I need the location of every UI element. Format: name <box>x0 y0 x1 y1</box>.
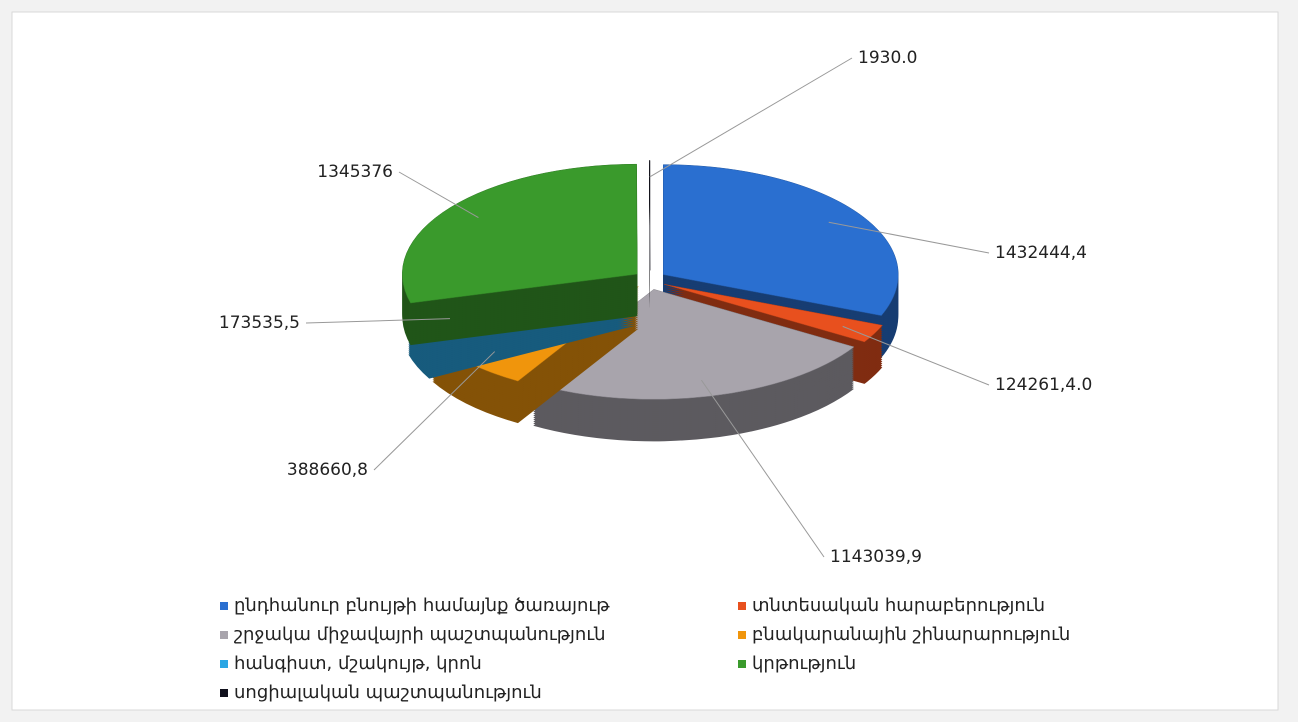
legend-swatch <box>738 602 746 610</box>
legend-swatch <box>220 689 228 697</box>
legend-label: կրթություն <box>752 653 856 674</box>
slice <box>664 284 883 343</box>
legend-swatch <box>220 660 228 668</box>
legend-label: շրջակա միջավայրի պաշտպանություն <box>234 624 606 645</box>
legend-label: սոցիալական պաշտպանություն <box>234 682 542 703</box>
legend-label: ընդհանուր բնույթի համայնք ծառայութ <box>234 595 610 616</box>
slice <box>402 163 638 304</box>
legend-swatch <box>220 602 228 610</box>
data-label: 1143039,9 <box>830 547 922 567</box>
leader-line <box>398 171 479 218</box>
legend-label: հանգիստ, մշակույթ, կրոն <box>234 653 482 674</box>
data-label: 1432444,4 <box>995 243 1087 263</box>
slice <box>649 160 651 271</box>
legend-swatch <box>220 631 228 639</box>
legend-label: տնտեսական հարաբերություն <box>752 595 1045 616</box>
slice <box>663 164 899 316</box>
slice <box>532 289 855 400</box>
leader-line <box>842 325 990 386</box>
data-label: 124261,4.0 <box>995 375 1092 395</box>
data-label: 1930.0 <box>858 48 917 68</box>
legend-swatch <box>738 660 746 668</box>
leader-line <box>373 351 496 471</box>
leader-line <box>828 221 990 254</box>
leader-line <box>305 318 450 324</box>
leader-line <box>700 379 825 558</box>
data-label: 173535,5 <box>219 313 300 333</box>
leader-line <box>649 57 853 178</box>
data-label: 388660,8 <box>287 460 368 480</box>
legend-label: բնակարանային շինարարություն <box>752 624 1070 645</box>
legend-swatch <box>738 631 746 639</box>
data-label: 1345376 <box>317 162 393 182</box>
